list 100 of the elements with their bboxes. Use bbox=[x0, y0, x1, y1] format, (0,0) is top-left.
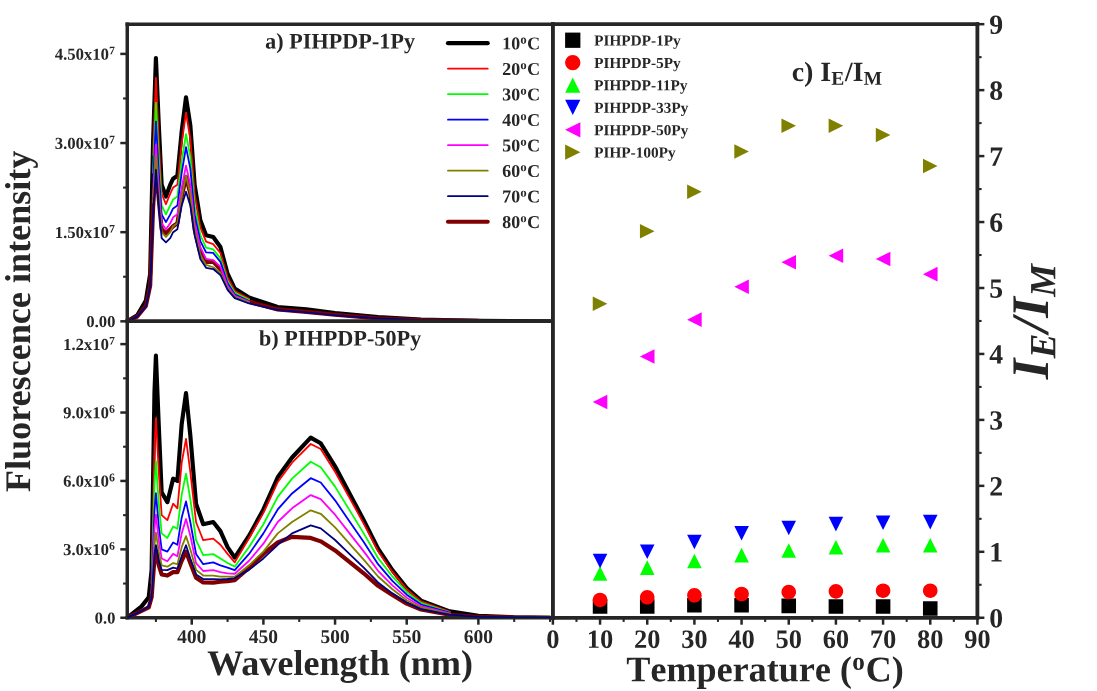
point bbox=[592, 553, 608, 569]
y2-tick-label: 5 bbox=[990, 279, 1003, 298]
legend-label: PIHPDP-33Py bbox=[594, 102, 689, 117]
point bbox=[687, 534, 702, 550]
y-tick-label: 4.50x10$^{7}$ bbox=[55, 46, 115, 60]
point bbox=[922, 266, 938, 282]
point bbox=[639, 349, 655, 364]
y2-tick-label: 2 bbox=[990, 477, 1002, 496]
legend-label: 60$^{o}$C bbox=[502, 164, 539, 178]
point bbox=[734, 279, 749, 294]
point bbox=[687, 184, 702, 199]
x-axis-title: Wavelength (nm) bbox=[207, 649, 472, 683]
point bbox=[781, 520, 797, 536]
x-tick-label: 400 bbox=[177, 630, 206, 644]
point bbox=[639, 544, 655, 560]
y2-tick-label: 8 bbox=[990, 81, 1003, 101]
point bbox=[875, 127, 891, 143]
point bbox=[687, 553, 702, 569]
legend-label: PIHPDP-50Py bbox=[594, 124, 689, 139]
x-tick-label: 0 bbox=[547, 630, 559, 649]
y2-axis-title: I$_{E}$/I$_{M}$ bbox=[1013, 262, 1056, 380]
point bbox=[828, 584, 844, 599]
point bbox=[781, 254, 797, 270]
point bbox=[639, 590, 655, 605]
y-tick-label: 6.0x10$^{6}$ bbox=[63, 473, 115, 487]
point bbox=[781, 584, 797, 600]
legend-label: 10$^{o}$C bbox=[503, 37, 539, 50]
legend-label: 80$^{o}$C bbox=[502, 215, 539, 229]
point bbox=[875, 599, 891, 614]
y2-tick-label: 7 bbox=[990, 147, 1003, 166]
point bbox=[592, 566, 608, 581]
y2-tick-label: 6 bbox=[990, 213, 1003, 232]
point bbox=[781, 543, 797, 558]
x-tick-label: 40 bbox=[728, 630, 754, 649]
point bbox=[828, 599, 844, 614]
x-tick-label: 450 bbox=[249, 630, 278, 644]
x-tick-label: 50 bbox=[776, 630, 801, 649]
legend-label: 50$^{o}$C bbox=[502, 139, 539, 152]
y-tick-label: 9.0x10$^{6}$ bbox=[63, 405, 115, 419]
point bbox=[922, 583, 938, 598]
legend-label: PIHPDP-1Py bbox=[594, 35, 681, 49]
y2-tick-label: 3 bbox=[990, 411, 1003, 430]
y-tick-label: 0.00 bbox=[86, 316, 115, 328]
x-axis-title: Temperature ($^{o}$C) bbox=[626, 656, 903, 690]
y-axis-title: Fluorescence intensity bbox=[5, 150, 38, 492]
point bbox=[639, 223, 655, 239]
point bbox=[639, 560, 655, 575]
point bbox=[875, 537, 891, 553]
x-tick-label: 500 bbox=[321, 630, 349, 644]
point bbox=[828, 248, 844, 263]
point bbox=[922, 537, 938, 553]
legend-label: 40$^{o}$C bbox=[502, 113, 539, 127]
x-tick-label: 10 bbox=[588, 630, 613, 649]
y-tick-label: 3.0x10$^{6}$ bbox=[63, 541, 115, 556]
y2-tick-label: 9 bbox=[989, 15, 1003, 35]
y2-tick-label: 0 bbox=[990, 608, 1003, 628]
point bbox=[922, 601, 938, 616]
chart-title: a) PIHPDP-1Py bbox=[265, 33, 415, 54]
point bbox=[734, 144, 749, 159]
y2-tick-label: 1 bbox=[991, 543, 1002, 562]
x-tick-label: 600 bbox=[464, 630, 493, 644]
point bbox=[781, 598, 797, 614]
y-tick-label: 0.0 bbox=[95, 612, 115, 624]
point bbox=[828, 118, 844, 134]
x-tick-label: 90 bbox=[964, 630, 990, 649]
point bbox=[828, 539, 844, 555]
legend-label: PIHPDP-5Py bbox=[594, 57, 681, 72]
legend-label: 30$^{o}$C bbox=[502, 88, 539, 101]
y-tick-label: 1.2x10$^{7}$ bbox=[64, 336, 115, 351]
point bbox=[592, 296, 608, 312]
point bbox=[875, 251, 891, 267]
point bbox=[734, 547, 749, 563]
point bbox=[922, 514, 938, 530]
x-tick-label: 20 bbox=[635, 630, 660, 649]
point bbox=[734, 526, 749, 541]
point bbox=[687, 312, 702, 327]
y-tick-label: 3.00x10$^{7}$ bbox=[55, 135, 115, 150]
point bbox=[875, 583, 891, 598]
point bbox=[781, 118, 797, 134]
legend-label: PIHP-100Py bbox=[594, 147, 676, 161]
point bbox=[734, 586, 749, 602]
point bbox=[592, 394, 608, 410]
text: c) I$_{E}$/I$_{M}$ bbox=[792, 61, 882, 87]
chart-title: b) PIHPDP-50Py bbox=[259, 330, 422, 351]
x-tick-label: 550 bbox=[392, 630, 421, 644]
point bbox=[687, 588, 702, 603]
x-tick-label: 30 bbox=[682, 630, 707, 649]
x-tick-label: 80 bbox=[917, 630, 943, 649]
y2-tick-label: 4 bbox=[989, 345, 1003, 364]
x-tick-label: 60 bbox=[823, 630, 849, 649]
point bbox=[592, 592, 608, 608]
point bbox=[922, 158, 938, 174]
x-tick-label: 70 bbox=[871, 630, 896, 649]
y-tick-label: 1.50x10$^{7}$ bbox=[56, 224, 115, 239]
legend-label: PIHPDP-11Py bbox=[594, 80, 688, 94]
legend-label: 70$^{o}$C bbox=[503, 190, 539, 203]
line-series bbox=[150, 417, 451, 613]
legend-label: 20$^{o}$C bbox=[502, 62, 539, 76]
point bbox=[828, 516, 844, 532]
point bbox=[875, 515, 891, 531]
